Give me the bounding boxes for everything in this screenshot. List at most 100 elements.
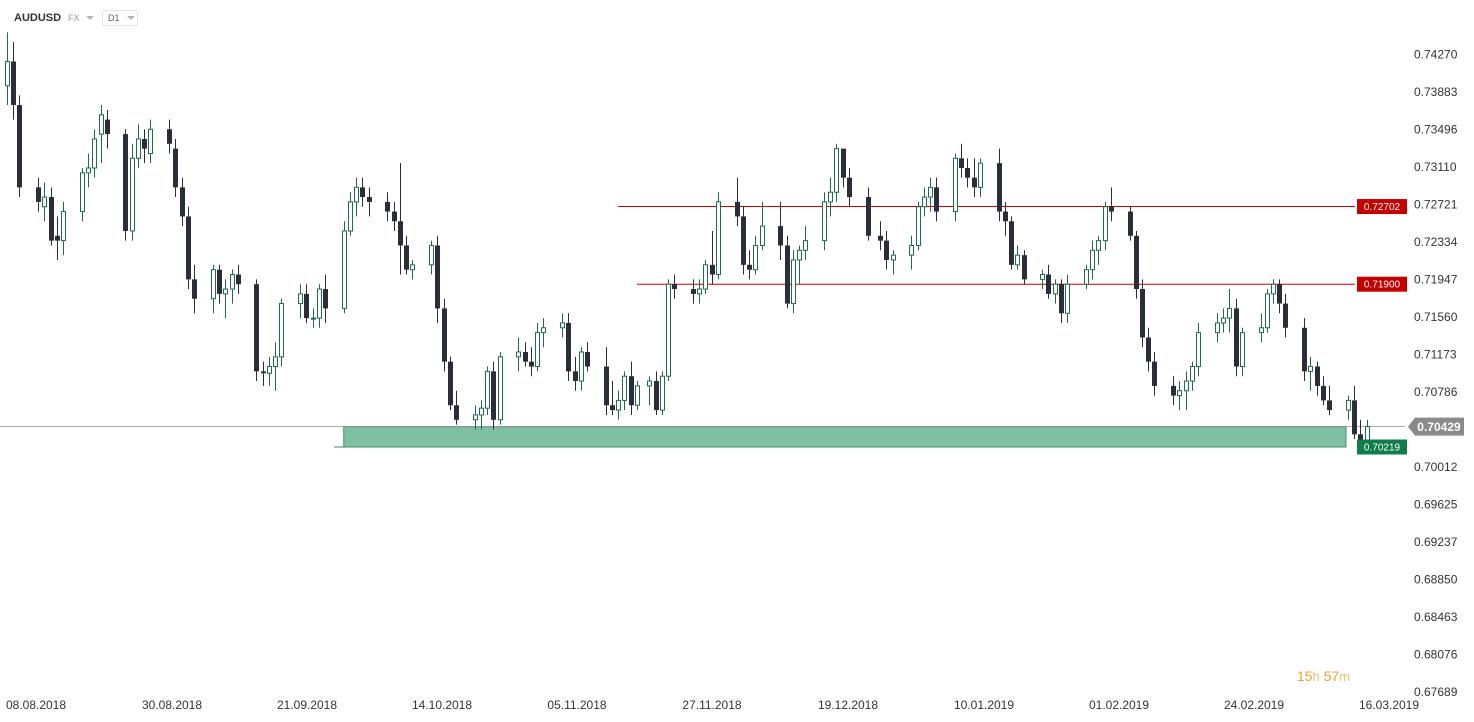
bull-candle — [716, 192, 721, 280]
candle-body — [741, 216, 746, 265]
candle-body — [123, 134, 128, 231]
price-tick-label: 0.72334 — [1414, 235, 1458, 249]
bull-candle — [1065, 274, 1070, 323]
bear-candle — [1146, 327, 1151, 372]
bull-candle — [822, 192, 827, 251]
candle-body — [753, 244, 758, 271]
bear-candle — [217, 264, 222, 304]
candle-body — [211, 269, 216, 300]
candle-body — [261, 371, 266, 374]
candle-body — [891, 254, 896, 261]
candle-body — [666, 283, 671, 377]
candle-body — [1065, 283, 1070, 314]
date-tick-label: 30.08.2018 — [142, 698, 202, 712]
price-tick-label: 0.73496 — [1414, 123, 1458, 137]
candle-body — [884, 240, 889, 260]
exchange-label[interactable]: FX — [68, 13, 80, 23]
candle-body — [1352, 400, 1357, 435]
candle-body — [778, 226, 783, 246]
bull-candle — [5, 32, 10, 106]
bull-candle — [148, 119, 153, 164]
bear-candle — [691, 279, 696, 304]
timeframe-select[interactable]: D1 — [102, 10, 138, 26]
candle-body — [317, 288, 322, 319]
candle-body — [1184, 380, 1189, 392]
bear-candle — [629, 361, 634, 415]
bull-candle — [666, 279, 671, 382]
bear-candle — [392, 201, 397, 231]
chevron-down-icon[interactable] — [86, 16, 94, 20]
bull-candle — [1103, 201, 1108, 251]
bull-candle — [99, 105, 104, 164]
bear-candle — [785, 235, 790, 309]
bull-candle — [1346, 395, 1351, 420]
candle-body — [934, 187, 939, 212]
bull-candle — [560, 313, 565, 338]
support-zone — [343, 426, 1347, 448]
candle-body — [1140, 289, 1145, 338]
bear-candle — [448, 356, 453, 411]
bull-candle — [429, 240, 434, 275]
candle-body — [610, 405, 615, 411]
time-axis[interactable]: 08.08.2018 30.08.2018 21.09.2018 14.10.2018… — [6, 698, 1419, 712]
bull-candle — [909, 235, 914, 270]
candle-body — [916, 206, 921, 246]
candle-body — [11, 61, 16, 106]
candle-body — [442, 308, 447, 362]
price-tick-label: 0.71560 — [1414, 310, 1458, 324]
candle-body — [529, 361, 534, 367]
bear-candle — [1134, 230, 1139, 299]
candle-body — [491, 371, 496, 420]
symbol-label[interactable]: AUDUSD — [14, 12, 62, 24]
support-badge: 0.70219 — [1357, 439, 1407, 455]
bear-candle — [604, 347, 609, 415]
countdown-hours: 15 — [1296, 668, 1313, 684]
candle-body — [173, 148, 178, 188]
candle-body — [130, 157, 135, 232]
candle-body — [49, 197, 54, 241]
candle-body — [1271, 283, 1276, 295]
bear-candle — [167, 119, 172, 154]
bull-candle — [541, 318, 546, 348]
candle-body — [710, 264, 715, 275]
candle-body — [342, 230, 347, 309]
candle-body — [5, 60, 10, 87]
bear-candle — [1022, 250, 1027, 285]
candle-body — [791, 259, 796, 305]
bull-candle — [1265, 289, 1270, 333]
bull-candle — [647, 376, 652, 406]
bear-candle — [173, 138, 178, 198]
candle-body — [498, 356, 503, 421]
candle-body — [136, 138, 141, 159]
bull-candle — [1090, 240, 1095, 280]
bull-candle — [922, 187, 927, 217]
bear-candle — [884, 230, 889, 270]
candle-body — [703, 264, 708, 290]
candle-body — [541, 327, 546, 334]
candle-body — [535, 332, 540, 368]
candle-body — [17, 105, 22, 188]
bear-candle — [566, 313, 571, 382]
bull-candle — [498, 351, 503, 425]
price-tick-label: 0.73883 — [1414, 85, 1458, 99]
bear-candle — [385, 192, 390, 222]
bull-candle — [891, 250, 896, 275]
bear-candle — [523, 342, 528, 367]
bear-candle — [741, 206, 746, 275]
bull-candle — [42, 182, 47, 222]
bear-candle — [847, 167, 852, 207]
bear-candle — [959, 143, 964, 178]
candle-body — [1040, 274, 1045, 280]
bear-candle — [1321, 376, 1326, 406]
candle-body — [1346, 399, 1351, 411]
candle-body — [1053, 283, 1058, 295]
bull-candle — [703, 259, 708, 294]
bear-candle — [491, 361, 496, 430]
candle-body — [473, 414, 478, 421]
candle-body — [1134, 235, 1139, 290]
candle-body — [629, 376, 634, 406]
chart-toolbar: AUDUSD FX D1 — [0, 0, 400, 36]
resistance-1-badge-label: 0.72702 — [1364, 202, 1401, 213]
price-axis[interactable]: 0.74270 0.73883 0.73496 0.73110 0.72721 0.723… — [1414, 48, 1458, 699]
